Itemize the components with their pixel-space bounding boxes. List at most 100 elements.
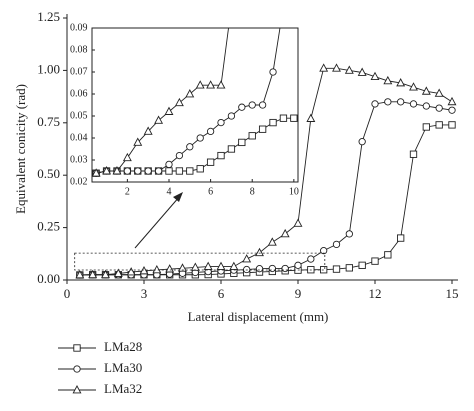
marker bbox=[371, 100, 379, 108]
marker bbox=[396, 78, 406, 87]
marker bbox=[216, 80, 226, 89]
marker bbox=[301, 108, 307, 114]
marker bbox=[397, 98, 405, 106]
marker bbox=[122, 152, 132, 162]
marker bbox=[175, 167, 184, 175]
marker bbox=[306, 113, 316, 122]
marker bbox=[409, 100, 418, 108]
marker bbox=[227, 112, 236, 120]
marker bbox=[227, 145, 236, 153]
inset-x-tick-label: 10 bbox=[289, 186, 299, 197]
inset-x-tick-label: 8 bbox=[250, 186, 255, 197]
marker bbox=[435, 121, 443, 129]
x-tick-label: 15 bbox=[446, 286, 459, 301]
x-tick-label: 9 bbox=[295, 286, 302, 301]
marker bbox=[206, 127, 215, 136]
marker bbox=[186, 143, 194, 151]
marker bbox=[290, 114, 298, 122]
marker bbox=[152, 264, 162, 274]
legend-marker bbox=[73, 344, 81, 352]
marker bbox=[280, 228, 290, 238]
marker bbox=[248, 132, 256, 140]
marker bbox=[307, 255, 315, 263]
marker bbox=[448, 106, 456, 114]
plot-area bbox=[92, 2, 338, 177]
y-tick-label: 1.25 bbox=[37, 9, 60, 24]
marker bbox=[143, 126, 153, 135]
marker bbox=[280, 3, 286, 9]
marker bbox=[447, 96, 457, 106]
y-tick-label: 1.00 bbox=[37, 61, 60, 76]
marker bbox=[384, 251, 392, 259]
legend-label: LMa28 bbox=[104, 339, 142, 354]
marker bbox=[422, 123, 430, 131]
inset-x-tick-label: 6 bbox=[208, 186, 213, 197]
marker bbox=[228, 2, 235, 9]
marker bbox=[371, 257, 379, 265]
marker bbox=[332, 25, 338, 31]
legend-marker bbox=[72, 385, 82, 394]
x-tick-label: 12 bbox=[369, 286, 382, 301]
marker bbox=[174, 97, 184, 107]
marker bbox=[229, 261, 239, 270]
y-tick-label: 0.00 bbox=[37, 271, 60, 286]
marker bbox=[279, 114, 288, 122]
marker bbox=[409, 82, 418, 91]
y-tick-label: 0.75 bbox=[37, 114, 60, 129]
marker bbox=[206, 80, 216, 89]
inset-y-tick-label: 0.04 bbox=[70, 132, 88, 143]
marker bbox=[332, 265, 341, 273]
arrow-head bbox=[173, 192, 183, 202]
marker bbox=[255, 265, 264, 273]
x-tick-label: 6 bbox=[218, 286, 225, 301]
marker bbox=[216, 261, 226, 270]
legend-marker bbox=[73, 365, 81, 373]
marker bbox=[102, 166, 112, 175]
marker bbox=[434, 88, 444, 97]
marker bbox=[133, 137, 143, 146]
marker bbox=[238, 103, 246, 111]
marker bbox=[217, 151, 225, 160]
x-axis-label: Lateral displacement (mm) bbox=[188, 309, 329, 324]
marker bbox=[267, 237, 277, 246]
marker bbox=[332, 63, 341, 72]
marker bbox=[178, 263, 187, 272]
marker bbox=[344, 65, 354, 74]
marker bbox=[370, 71, 380, 81]
marker bbox=[383, 75, 393, 85]
marker bbox=[268, 264, 276, 273]
marker bbox=[332, 240, 341, 249]
marker bbox=[217, 118, 225, 127]
marker bbox=[384, 98, 392, 106]
marker bbox=[243, 265, 251, 274]
marker bbox=[357, 67, 367, 76]
marker bbox=[206, 158, 215, 166]
y-tick-label: 0.25 bbox=[37, 219, 60, 234]
inset-x-tick-label: 2 bbox=[125, 186, 130, 197]
arrow bbox=[134, 195, 181, 249]
marker bbox=[92, 168, 101, 177]
marker bbox=[269, 68, 277, 76]
inset-background bbox=[91, 27, 299, 183]
inset-y-tick-label: 0.09 bbox=[70, 22, 88, 33]
inset-x-tick-label: 4 bbox=[166, 186, 171, 197]
legend-label: LMa32 bbox=[104, 381, 142, 396]
marker bbox=[139, 266, 149, 275]
marker bbox=[435, 104, 443, 112]
marker bbox=[126, 267, 136, 276]
marker bbox=[255, 247, 264, 257]
marker bbox=[185, 89, 195, 98]
marker bbox=[88, 269, 98, 279]
marker bbox=[196, 165, 204, 173]
marker bbox=[293, 218, 303, 227]
marker bbox=[397, 234, 405, 242]
marker bbox=[165, 160, 173, 169]
marker bbox=[320, 247, 328, 255]
marker bbox=[409, 150, 418, 158]
marker bbox=[358, 261, 366, 269]
marker bbox=[258, 125, 267, 133]
marker bbox=[154, 167, 163, 175]
marker bbox=[358, 138, 366, 146]
inset-y-tick-label: 0.05 bbox=[70, 110, 88, 121]
marker bbox=[195, 80, 205, 89]
